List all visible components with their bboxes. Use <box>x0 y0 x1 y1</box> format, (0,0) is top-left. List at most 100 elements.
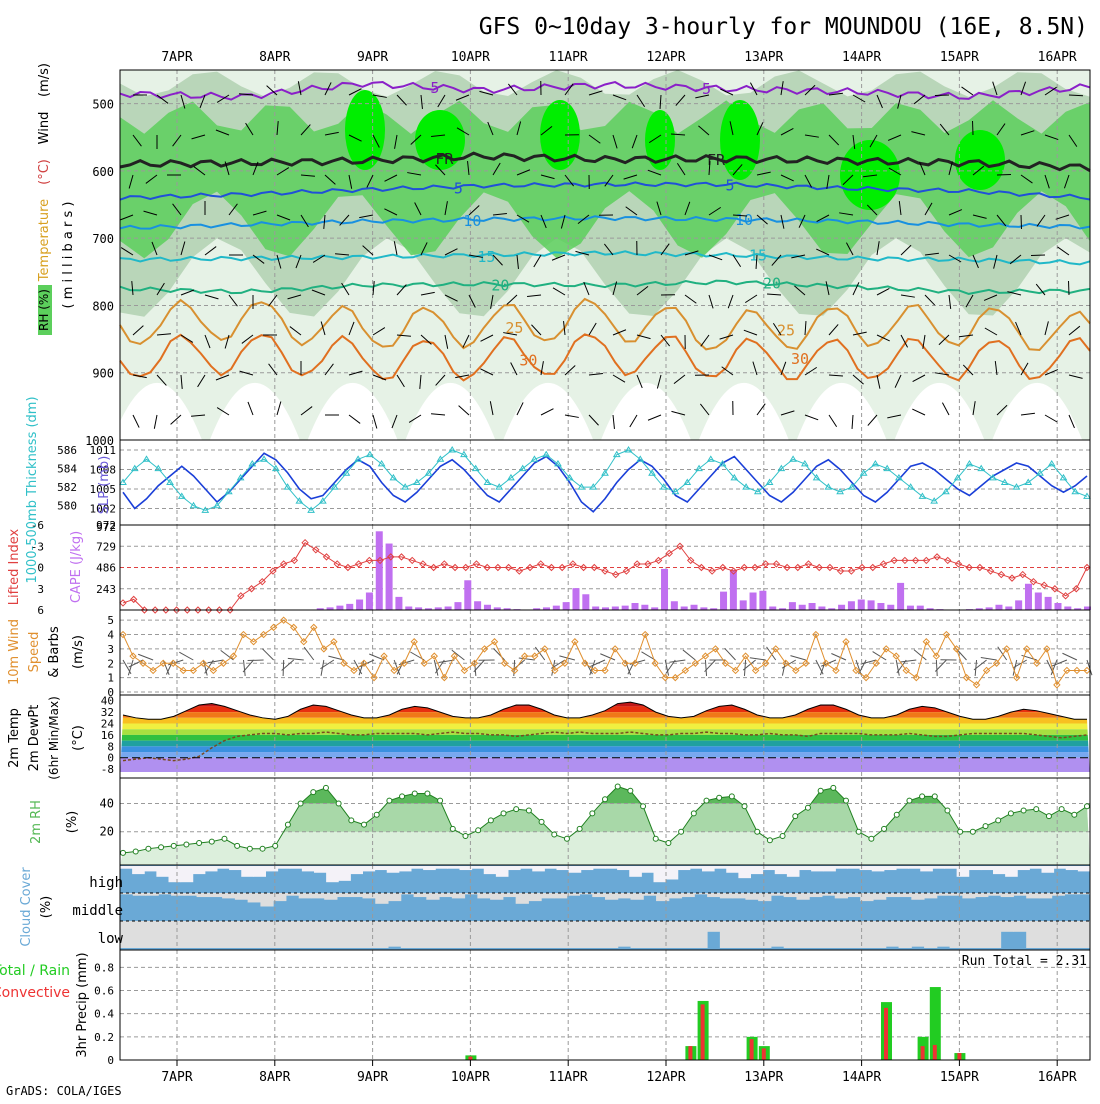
cloud-gap <box>1005 866 1018 877</box>
cloud-gap <box>579 921 592 948</box>
temp-tick: 32 <box>101 706 114 719</box>
cloud-gap <box>439 893 452 897</box>
cloud-gap <box>253 866 266 877</box>
cloud-gap <box>669 921 682 948</box>
rh2m-marker <box>184 842 189 847</box>
cloud-gap <box>324 921 337 948</box>
cloud-gap <box>484 866 497 874</box>
cloud-gap <box>618 921 631 947</box>
cloud-gap <box>809 893 822 897</box>
cloud-gap <box>848 866 861 869</box>
rh2m-marker <box>704 798 709 803</box>
precip-total-label: Total / Rain <box>0 963 70 979</box>
cloud-gap <box>823 866 836 871</box>
rh2m-marker <box>755 829 760 834</box>
cape-tick: 243 <box>96 583 116 596</box>
thickness-tick: 584 <box>57 463 77 476</box>
temp-band <box>120 729 1090 735</box>
cloud-gap <box>835 921 848 948</box>
rh2m-marker <box>260 846 265 851</box>
cloud-gap <box>962 893 975 898</box>
wind-barb <box>896 660 899 676</box>
cloud-gap <box>286 921 299 948</box>
rh2m-axis-label: 2m RH <box>29 800 44 844</box>
cape-bar <box>1035 593 1042 610</box>
cloud-gap <box>784 921 797 948</box>
cape-bar <box>838 605 845 610</box>
cloud-gap <box>516 893 529 904</box>
rh2m-marker <box>882 826 887 831</box>
rh2m-marker <box>780 833 785 838</box>
cloud-gap <box>631 893 644 900</box>
lifted-index-line <box>123 543 1087 610</box>
cape-bar <box>1025 584 1032 610</box>
cloud-gap <box>618 893 631 898</box>
cloud-gap <box>605 893 618 900</box>
cloud-gap <box>503 921 516 948</box>
rh2m-marker <box>476 828 481 833</box>
cloud-gap <box>1013 921 1026 932</box>
cloud-gap <box>350 921 363 948</box>
cloud-gap <box>884 866 897 870</box>
rh2m-marker <box>285 822 290 827</box>
cloud-gap <box>229 866 242 870</box>
cloud-gap <box>924 921 937 948</box>
rh2m-marker <box>374 812 379 817</box>
cloud-gap <box>363 921 376 948</box>
cape-bar <box>750 593 757 610</box>
rh2m-marker <box>691 811 696 816</box>
cloud-gap <box>1064 921 1077 948</box>
precip-tick: 0 <box>107 1054 114 1067</box>
isotherm-label: 5 <box>454 179 463 197</box>
cloud-gap <box>447 866 460 869</box>
rh2m-marker <box>590 811 595 816</box>
wind-barb <box>669 660 685 662</box>
cape-bar <box>789 602 796 610</box>
date-label: 11APR <box>549 50 588 65</box>
cloud-gap <box>477 893 490 898</box>
precip-convective-bar <box>884 1008 888 1060</box>
date-label: 15APR <box>940 50 979 65</box>
rh2m-marker <box>767 838 772 843</box>
cloud-gap <box>631 921 644 948</box>
cloud-gap <box>426 921 439 948</box>
cloud-gap <box>796 893 809 900</box>
cloud-gap <box>411 866 424 869</box>
cloud-gap <box>222 893 235 898</box>
date-label: 10APR <box>451 50 490 65</box>
cape-bar <box>691 605 698 610</box>
cloud-gap <box>784 893 797 897</box>
cloud-gap <box>937 921 950 947</box>
cape-bar <box>612 607 619 610</box>
wind-barb <box>1013 660 1027 668</box>
wind-barb <box>166 660 173 675</box>
cloud-gap <box>144 866 157 871</box>
rh2m-marker <box>273 843 278 848</box>
cloud-gap <box>375 893 388 904</box>
cape-bar <box>632 603 639 610</box>
cloud-gap <box>886 893 899 897</box>
date-label: 8APR <box>259 1070 290 1085</box>
cloud-gap <box>435 866 448 869</box>
cloud-gap <box>311 921 324 948</box>
cloud-gap <box>260 921 273 948</box>
wind-barb <box>683 650 695 660</box>
cloud-gap <box>299 921 312 948</box>
rh-high-patch <box>720 100 760 180</box>
cloud-gap <box>771 921 784 947</box>
rh2m-marker <box>666 841 671 846</box>
cape-bar <box>1054 603 1061 610</box>
cloud-gap <box>957 866 970 877</box>
rh2m-marker <box>856 829 861 834</box>
isotherm-label: 30 <box>519 351 537 369</box>
cloud-gap <box>720 921 733 948</box>
cloud-gap <box>375 921 388 948</box>
date-label: 7APR <box>161 50 192 65</box>
wind-barb <box>163 660 169 675</box>
cloud-gap <box>726 866 739 873</box>
rh2m-marker <box>121 850 126 855</box>
precip-convective-bar <box>688 1046 692 1060</box>
cape-bar <box>907 606 914 610</box>
cloud-gap <box>387 866 400 873</box>
